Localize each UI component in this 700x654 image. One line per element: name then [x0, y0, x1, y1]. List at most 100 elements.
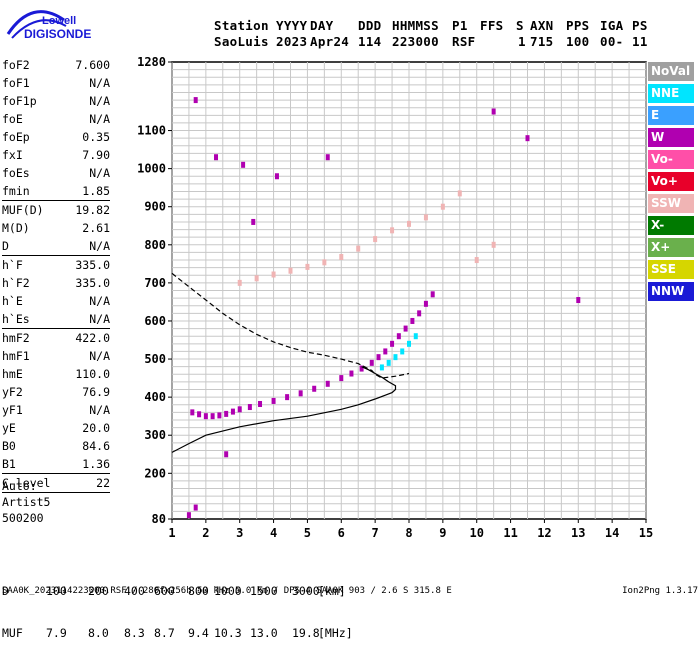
param-value: 7.90	[82, 148, 110, 162]
muf-cell: 600	[154, 584, 175, 598]
profile-curve	[171, 366, 397, 453]
x-tick-label: 12	[537, 526, 551, 540]
x-tick-label: 7	[372, 526, 379, 540]
data-point	[247, 404, 252, 411]
header-label: DDD	[358, 18, 382, 33]
data-point	[349, 370, 354, 377]
header-label: Station	[214, 18, 269, 33]
auto-line1: Auto:	[2, 479, 37, 493]
auto-scaling-info: Auto: Artist5 500200	[2, 478, 50, 526]
data-point	[383, 348, 388, 355]
muf-cell: 1000	[214, 584, 242, 598]
data-point	[430, 291, 435, 298]
param-name: MUF(D)	[2, 203, 44, 217]
legend-item: Vo-	[648, 150, 694, 169]
param-row: foF1p N/A	[2, 92, 110, 110]
param-value: 20.0	[82, 421, 110, 435]
footer-version: Ion2Png 1.3.17	[622, 586, 698, 596]
param-row: hmE 110.0	[2, 365, 110, 383]
param-row: h`Es N/A	[2, 310, 110, 328]
data-point	[525, 135, 530, 142]
param-value: 7.600	[75, 58, 110, 72]
muf-cell: 200	[88, 584, 109, 598]
param-row: h`E N/A	[2, 292, 110, 310]
param-name: foF2	[2, 58, 30, 72]
data-point	[325, 380, 330, 387]
data-point	[390, 340, 395, 347]
data-point	[271, 271, 276, 278]
data-point	[285, 394, 290, 401]
legend-item: X-	[648, 216, 694, 235]
header-value: 00-	[600, 34, 624, 49]
muf-cell: 8.0	[88, 626, 109, 640]
data-point	[288, 267, 293, 274]
parameter-panel: foF2 7.600 foF1 N/A foF1p N/A foE N/A foEp 0.35 fx…	[2, 56, 110, 493]
logo-line1: Lowell	[42, 15, 76, 27]
data-point	[396, 333, 401, 340]
data-point	[258, 400, 263, 407]
param-row: MUF(D) 19.82	[2, 201, 110, 219]
y-tick-label: 1100	[137, 124, 166, 138]
data-point	[376, 354, 381, 361]
param-name: M(D)	[2, 221, 30, 235]
param-row: h`F 335.0	[2, 256, 110, 274]
data-point	[369, 359, 374, 366]
header-label: IGA	[600, 18, 624, 33]
header-label: FFS	[480, 18, 504, 33]
param-row: D N/A	[2, 237, 110, 255]
data-point	[386, 359, 391, 366]
muf-cell: 800	[188, 584, 209, 598]
data-point	[224, 451, 229, 458]
data-point	[359, 365, 364, 372]
header-value: 2023	[276, 34, 308, 49]
data-point	[356, 245, 361, 252]
chart-grid	[171, 61, 647, 520]
param-row: hmF1 N/A	[2, 347, 110, 365]
data-point	[237, 279, 242, 286]
param-name: foF1	[2, 76, 30, 90]
legend-item: X+	[648, 238, 694, 257]
header-value: 1	[518, 34, 526, 49]
data-point	[193, 97, 198, 104]
muf-row-label: D	[2, 584, 9, 598]
data-point	[576, 297, 581, 304]
data-point	[312, 385, 317, 392]
y-tick-label: 500	[144, 352, 166, 366]
data-point	[423, 214, 428, 221]
logo: Lowell DIGISONDE	[2, 2, 112, 52]
ionogram-chart: 1 2 3 4 5 6 7 8 9 10 11 12 13 14 158020030040050060070…	[137, 55, 653, 540]
y-tick-label: 800	[144, 238, 166, 252]
param-row: h`F2 335.0	[2, 274, 110, 292]
param-value: N/A	[89, 349, 110, 363]
param-row: fxI 7.90	[2, 146, 110, 164]
param-value: 76.9	[82, 385, 110, 399]
data-point	[410, 317, 415, 324]
x-tick-label: 11	[503, 526, 517, 540]
y-tick-label: 1280	[137, 55, 166, 69]
param-separator	[2, 473, 110, 474]
profile-curve	[171, 272, 410, 379]
data-point	[407, 220, 411, 227]
muf-distance-row: D 100 200 400 600 800 1000 1500 3000 [km]	[2, 584, 346, 598]
logo-line2: DIGISONDE	[24, 27, 91, 41]
data-point	[325, 154, 330, 161]
param-value: 335.0	[75, 276, 110, 290]
x-tick-label: 14	[605, 526, 619, 540]
x-tick-label: 4	[270, 526, 277, 540]
header-label: YYYY	[276, 18, 308, 33]
param-name: h`F2	[2, 276, 30, 290]
muf-cell: 9.4	[188, 626, 209, 640]
header-value: SaoLuis	[214, 34, 269, 49]
param-row: hmF2 422.0	[2, 329, 110, 347]
param-value: 1.36	[82, 457, 110, 471]
param-value: N/A	[89, 294, 110, 308]
data-point	[241, 161, 246, 168]
logo-mark: Lowell DIGISONDE	[6, 10, 91, 41]
muf-row-label: MUF	[2, 626, 23, 640]
param-value: N/A	[89, 76, 110, 90]
header-value: 11	[632, 34, 648, 49]
y-tick-label: 700	[144, 276, 166, 290]
x-tick-label: 10	[469, 526, 483, 540]
param-separator	[2, 328, 110, 329]
muf-cell: 13.0	[250, 626, 278, 640]
